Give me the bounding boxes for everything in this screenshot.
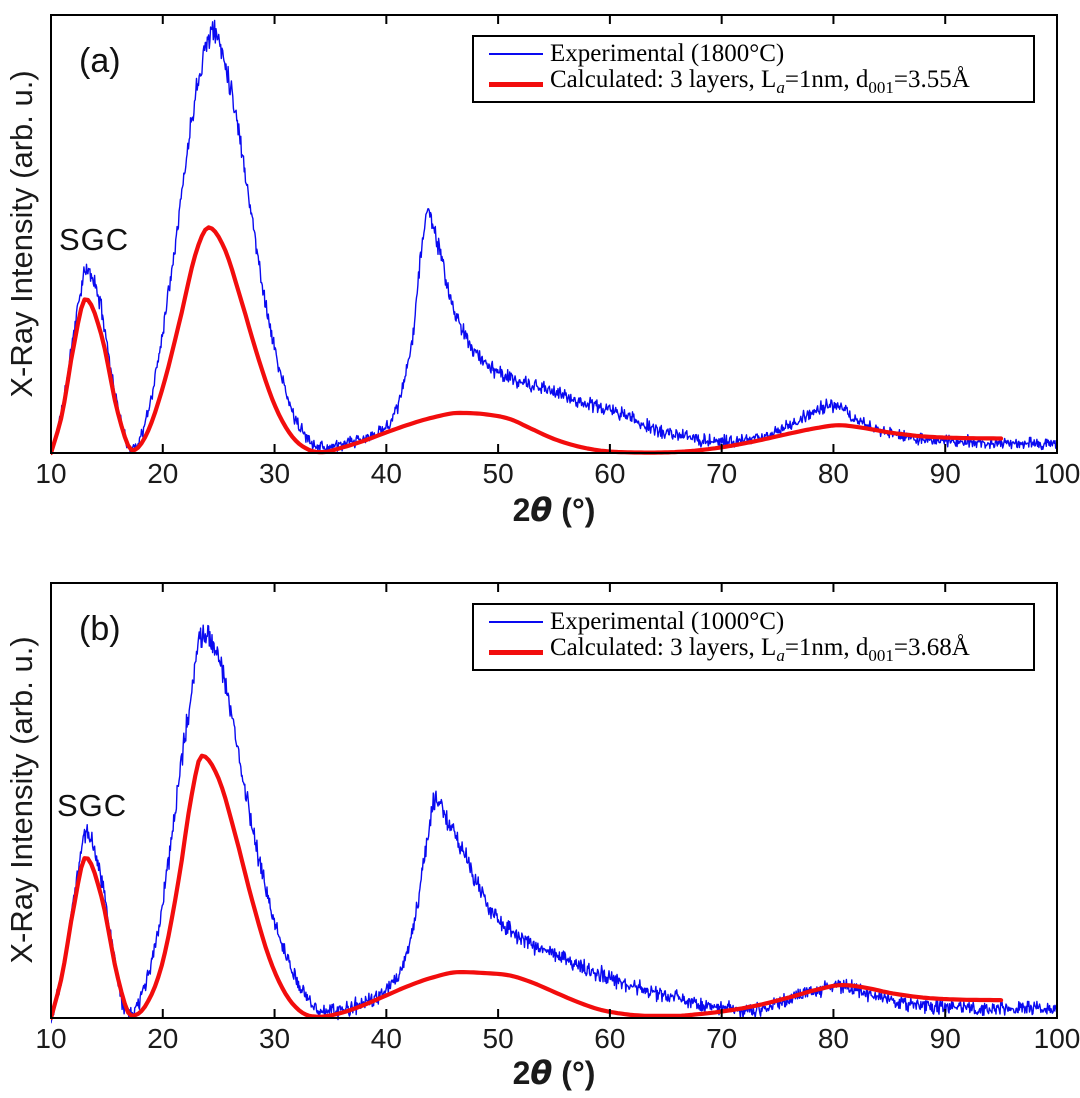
x-tick-label: 40 [370, 1023, 402, 1054]
x-tick-label: 70 [706, 458, 738, 489]
y-axis-label-b: X-Ray Intensity (arb. u.) [4, 636, 39, 964]
legend-row-calculated: Calculated: 3 layers, La=1nm, d001=3.68Å [474, 634, 1033, 666]
theta-symbol: θ [530, 491, 553, 529]
x-tick-label: 40 [370, 458, 402, 489]
axes-frame [50, 14, 1058, 454]
sgc-annotation-a: SGC [59, 222, 130, 257]
legend-line-experimental [489, 52, 543, 55]
x-tick-label: 90 [929, 458, 961, 489]
x-tick-label: 70 [706, 1023, 738, 1054]
experimental-curve-b [51, 624, 1057, 1024]
x-tick-label: 80 [817, 1023, 850, 1054]
x-axis-label-a: 2θ (°) [51, 491, 1057, 529]
calculated-curve-b [51, 753, 1004, 1021]
calculated-curve-a [51, 225, 1004, 456]
sgc-annotation-b: SGC [57, 788, 128, 823]
y-axis-label-a: X-Ray Intensity (arb. u.) [4, 70, 39, 398]
x-tick-label: 30 [258, 458, 291, 489]
legend-row-experimental: Experimental (1800°C) [474, 40, 1033, 68]
legend-b: Experimental (1000°C) Calculated: 3 laye… [472, 603, 1035, 671]
x-tick-label: 20 [147, 458, 179, 489]
x-label-deg: (°) [552, 492, 596, 528]
axes-frame [50, 582, 1058, 1019]
legend-a: Experimental (1800°C) Calculated: 3 laye… [472, 35, 1035, 103]
x-tick-label: 90 [929, 1023, 961, 1054]
legend-line-calculated [489, 81, 543, 87]
x-label-2: 2 [512, 492, 531, 528]
x-tick-label: 100 [1033, 1023, 1080, 1054]
legend-label-experimental: Experimental (1000°C) [550, 607, 785, 635]
x-label-deg: (°) [552, 1055, 596, 1091]
x-tick-label: 10 [35, 458, 67, 489]
x-tick-label: 60 [594, 458, 626, 489]
x-tick-label: 80 [817, 458, 850, 489]
legend-row-experimental: Experimental (1000°C) [474, 608, 1033, 636]
legend-line-experimental [489, 620, 543, 623]
x-label-2: 2 [512, 1055, 531, 1091]
x-tick-label: 50 [482, 458, 514, 489]
legend-label-calculated: Calculated: 3 layers, La=1nm, d001=3.55Å [550, 66, 970, 98]
legend-label-calculated: Calculated: 3 layers, La=1nm, d001=3.68Å [550, 634, 970, 666]
x-tick-label: 20 [147, 1023, 179, 1054]
x-tick-label: 50 [482, 1023, 514, 1054]
panel-label-b: (b) [79, 610, 121, 648]
x-tick-label: 10 [35, 1023, 67, 1054]
x-tick-label: 60 [594, 1023, 626, 1054]
theta-symbol: θ [530, 1054, 553, 1092]
legend-label-experimental: Experimental (1800°C) [550, 39, 785, 67]
legend-row-calculated: Calculated: 3 layers, La=1nm, d001=3.55Å [474, 66, 1033, 98]
x-tick-label: 100 [1033, 458, 1080, 489]
legend-line-calculated [489, 649, 543, 655]
experimental-curve-a [51, 19, 1057, 454]
panel-label-a: (a) [79, 42, 121, 80]
x-tick-label: 30 [258, 1023, 291, 1054]
x-axis-label-b: 2θ (°) [51, 1054, 1057, 1092]
